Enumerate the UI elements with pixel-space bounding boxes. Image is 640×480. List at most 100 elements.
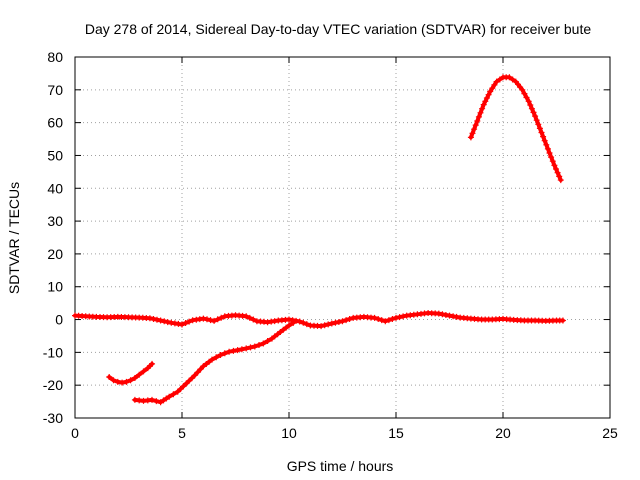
data-point xyxy=(332,319,339,326)
data-point xyxy=(435,310,442,317)
x-tick-label: 5 xyxy=(178,425,186,441)
data-point xyxy=(553,166,559,172)
data-point xyxy=(535,121,542,128)
data-point xyxy=(243,345,250,352)
y-tick-label: 80 xyxy=(47,49,63,65)
plot-frame xyxy=(74,56,611,419)
x-tick-label: 20 xyxy=(495,425,511,441)
data-point xyxy=(149,360,156,367)
data-point xyxy=(189,375,195,382)
y-tick-label: 0 xyxy=(55,312,63,328)
data-point xyxy=(548,154,555,161)
data-point xyxy=(186,377,193,384)
data-point xyxy=(153,398,160,405)
data-point xyxy=(527,102,534,108)
x-tick-label: 25 xyxy=(602,425,618,441)
data-point xyxy=(493,78,500,85)
data-point xyxy=(546,150,553,156)
y-tick-label: 70 xyxy=(47,82,63,98)
data-point xyxy=(218,314,225,321)
y-tick-label: 60 xyxy=(47,115,63,131)
data-point xyxy=(170,391,177,398)
data-marks xyxy=(72,74,566,406)
data-point xyxy=(382,318,389,325)
data-point xyxy=(343,317,350,324)
data-point xyxy=(371,314,378,321)
series-line xyxy=(468,75,563,183)
data-point xyxy=(559,317,566,324)
data-point xyxy=(528,105,535,112)
data-point xyxy=(214,316,221,323)
data-point xyxy=(439,311,446,318)
data-point xyxy=(469,130,476,137)
data-point xyxy=(482,98,489,105)
data-point xyxy=(525,98,532,105)
data-point xyxy=(146,315,153,322)
data-point xyxy=(530,109,537,116)
data-point xyxy=(471,126,478,133)
data-point xyxy=(164,319,171,326)
data-point xyxy=(136,371,143,378)
data-point xyxy=(204,316,210,323)
data-point xyxy=(536,125,543,132)
x-tick-label: 0 xyxy=(71,425,79,441)
data-point xyxy=(106,374,113,380)
data-point xyxy=(541,137,548,144)
data-point xyxy=(217,352,224,358)
y-tick-label: -30 xyxy=(43,410,63,426)
data-point xyxy=(207,317,214,324)
data-point xyxy=(479,105,486,112)
data-point xyxy=(554,169,561,176)
data-point xyxy=(140,368,147,375)
data-point xyxy=(123,378,130,385)
data-point xyxy=(183,380,190,387)
data-point xyxy=(487,88,494,95)
x-tick-label: 10 xyxy=(281,425,297,441)
data-point xyxy=(521,90,528,97)
series-1 xyxy=(106,360,156,386)
data-point xyxy=(551,162,558,169)
data-point xyxy=(286,322,292,329)
grid xyxy=(75,57,610,418)
data-point xyxy=(378,317,385,324)
data-point xyxy=(296,318,303,325)
data-point xyxy=(243,313,250,320)
data-point xyxy=(247,344,254,351)
data-point xyxy=(483,95,490,101)
data-point xyxy=(182,320,189,326)
data-point xyxy=(200,315,207,322)
data-point xyxy=(154,316,160,323)
data-point xyxy=(119,379,126,386)
series-2 xyxy=(131,319,297,406)
data-point xyxy=(532,113,539,120)
data-point xyxy=(385,317,392,324)
y-tick-label: 10 xyxy=(47,279,63,295)
data-point xyxy=(286,316,292,323)
data-point xyxy=(474,118,481,124)
data-point xyxy=(260,340,267,347)
data-point xyxy=(246,314,253,321)
data-point xyxy=(446,312,453,319)
x-tick-label: 15 xyxy=(388,425,404,441)
data-point xyxy=(251,343,258,350)
data-point xyxy=(328,320,335,327)
data-point xyxy=(540,133,547,140)
data-point xyxy=(480,101,487,108)
data-point xyxy=(318,323,325,330)
data-point xyxy=(543,141,550,148)
data-point xyxy=(149,396,155,403)
series-3 xyxy=(467,74,564,184)
data-point xyxy=(523,94,530,101)
data-point xyxy=(375,316,382,322)
data-point xyxy=(264,338,271,344)
data-point xyxy=(400,313,407,320)
data-point xyxy=(485,91,492,98)
y-tick-label: -20 xyxy=(43,377,63,393)
data-point xyxy=(472,122,479,129)
data-point xyxy=(489,85,496,92)
data-point xyxy=(538,129,545,136)
data-point xyxy=(453,313,460,320)
data-point xyxy=(496,76,503,83)
data-point xyxy=(556,173,563,180)
